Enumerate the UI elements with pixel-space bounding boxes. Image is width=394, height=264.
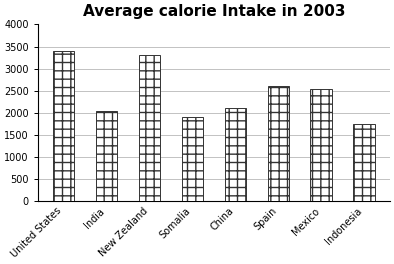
Bar — [310, 88, 332, 201]
Bar — [268, 86, 289, 201]
Bar — [225, 108, 246, 201]
Bar — [182, 117, 203, 201]
Title: Average calorie Intake in 2003: Average calorie Intake in 2003 — [83, 4, 345, 19]
Bar — [139, 55, 160, 201]
Bar — [353, 124, 375, 201]
Bar — [96, 111, 117, 201]
Bar — [53, 51, 74, 201]
